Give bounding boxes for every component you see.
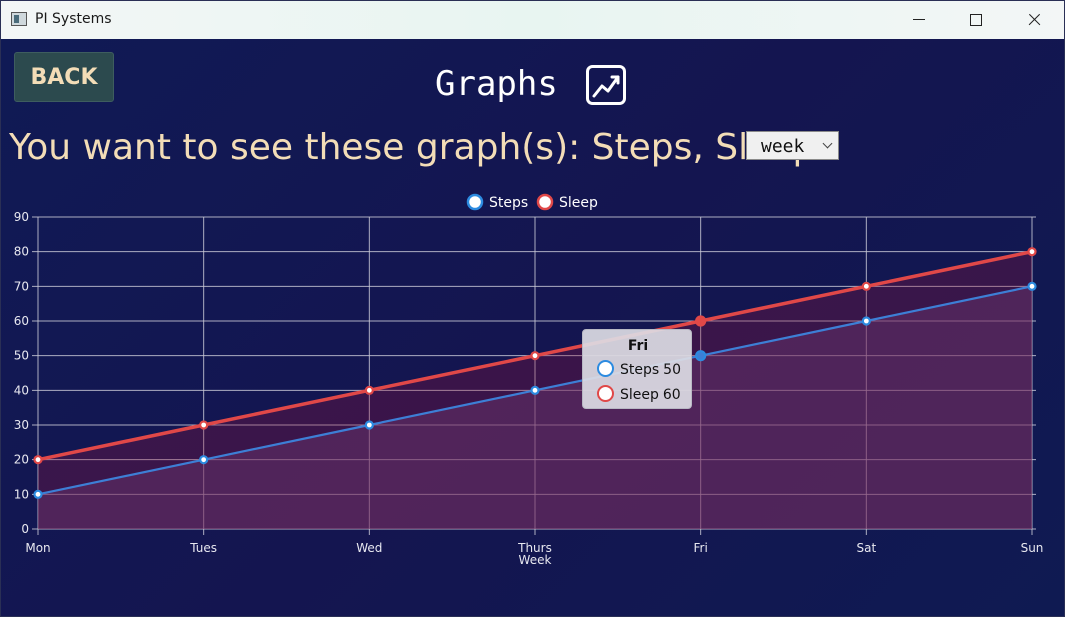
close-button[interactable]	[1005, 1, 1063, 39]
data-point-steps	[1027, 281, 1037, 291]
tooltip-steps-value: 50	[663, 362, 681, 378]
line-graph-icon	[586, 65, 626, 105]
line-chart: 0 10 20 30 40 50 60 70 80 90 Mon Tues Wed Thurs Fri Sat…	[14, 193, 1044, 567]
maximize-button[interactable]	[947, 1, 1005, 39]
data-point-steps	[199, 455, 209, 465]
y-tick-label: 60	[14, 314, 29, 328]
y-tick-label: 30	[14, 418, 29, 432]
app-icon	[11, 12, 27, 26]
data-point-steps	[33, 489, 43, 499]
graph-selection-text: You want to see these graph(s): Steps, S…	[9, 127, 816, 168]
series-area-steps	[38, 286, 1032, 529]
data-point-steps	[530, 385, 540, 395]
x-tick-label: Fri	[694, 541, 708, 555]
x-tick-label: Thurs	[517, 541, 552, 555]
y-tick-label: 40	[14, 383, 29, 397]
window-title: PI Systems	[35, 11, 112, 27]
steps-marker-icon	[597, 360, 614, 377]
tooltip-sleep-label: Sleep	[620, 387, 659, 403]
x-tick-label: Tues	[189, 541, 217, 555]
data-point-steps	[364, 420, 374, 430]
x-tick-label: Wed	[356, 541, 382, 555]
x-tick-label: Mon	[25, 541, 50, 555]
y-tick-label: 50	[14, 349, 29, 363]
x-tick-label: Sun	[1021, 541, 1044, 555]
title-bar: PI Systems	[1, 1, 1064, 39]
x-axis-label: Week	[519, 553, 552, 567]
data-point-sleep	[861, 281, 871, 291]
tooltip-title: Fri	[627, 338, 649, 354]
page-title: Graphs	[435, 64, 558, 104]
y-tick-label: 90	[14, 210, 29, 224]
tooltip-sleep-value: 60	[662, 387, 681, 403]
data-point-sleep	[33, 455, 43, 465]
y-tick-label: 80	[14, 245, 29, 259]
legend-label-sleep: Sleep	[559, 195, 598, 211]
y-tick-label: 70	[14, 279, 29, 293]
tooltip-row-sleep: Sleep 60	[597, 385, 681, 405]
data-point-sleep	[530, 351, 540, 361]
legend-label-steps: Steps	[489, 195, 528, 211]
data-point-sleep	[364, 385, 374, 395]
data-point-sleep	[199, 420, 209, 430]
main-content: BACK Graphs You want to see these graph(…	[1, 39, 1064, 616]
x-tick-label: Sat	[856, 541, 876, 555]
chart-tooltip: Fri Steps 50 Sleep 60	[582, 329, 692, 409]
data-point-sleep	[695, 315, 707, 327]
legend-marker-steps	[466, 193, 484, 211]
tooltip-row-steps: Steps 50	[597, 360, 681, 380]
y-tick-label: 10	[14, 487, 29, 501]
period-select[interactable]: week	[746, 131, 839, 160]
data-point-sleep	[1027, 247, 1037, 257]
y-tick-label: 20	[14, 453, 29, 467]
data-point-steps	[861, 316, 871, 326]
legend-marker-sleep	[536, 193, 554, 211]
back-button[interactable]: BACK	[14, 52, 114, 102]
period-select-value: week	[761, 136, 805, 157]
data-point-steps	[695, 350, 707, 362]
y-tick-label: 0	[21, 522, 29, 536]
sleep-marker-icon	[597, 385, 614, 402]
tooltip-steps-label: Steps	[620, 362, 660, 378]
minimize-button[interactable]	[891, 1, 949, 39]
